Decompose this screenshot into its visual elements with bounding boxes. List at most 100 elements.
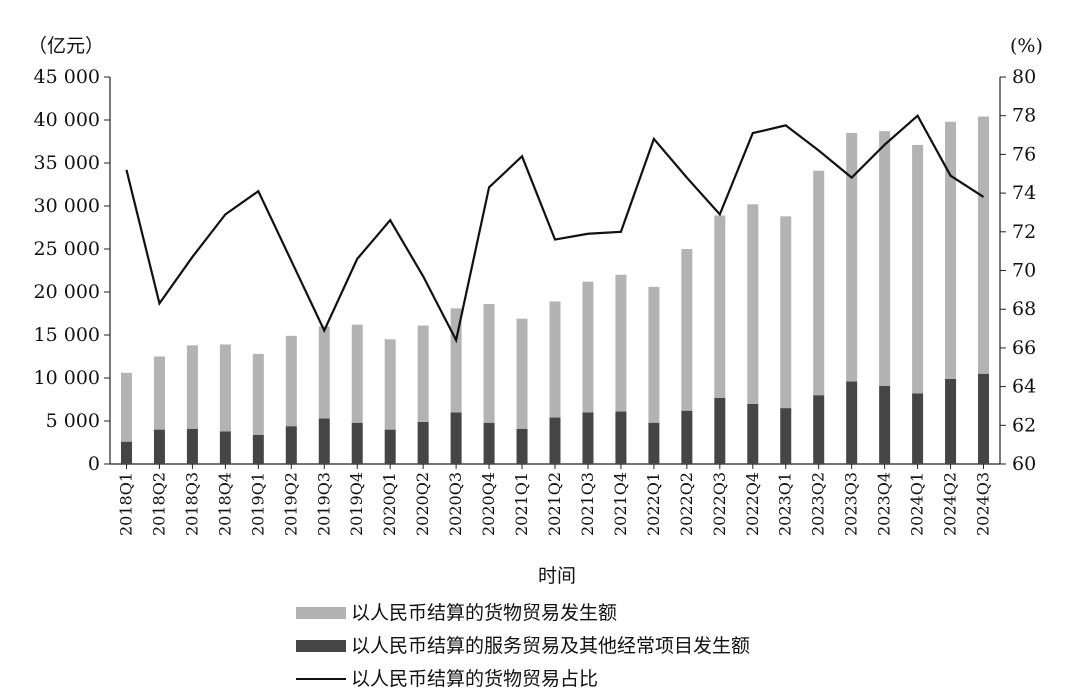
y-left-tick-label: 10 000 [34, 367, 100, 389]
bar-services [120, 441, 132, 464]
x-tick-label: 2023Q1 [776, 472, 795, 536]
bar-goods [714, 215, 726, 398]
bar-goods [648, 286, 660, 423]
y-right-tick-label: 66 [1012, 337, 1036, 359]
x-tick-label: 2020Q2 [413, 472, 432, 536]
x-tick-label: 2018Q3 [182, 472, 201, 536]
y-right-tick-label: 60 [1012, 453, 1036, 475]
bar-services [285, 426, 297, 464]
x-tick-label: 2021Q3 [578, 472, 597, 536]
legend-swatch-goods [296, 606, 346, 619]
legend-swatch-services [296, 639, 346, 652]
x-tick-label: 2022Q2 [677, 472, 696, 536]
y-right-tick-label: 70 [1012, 260, 1036, 282]
bar-goods [813, 170, 825, 396]
bar-services [516, 428, 528, 464]
bar-services [813, 395, 825, 464]
y-right-tick-label: 64 [1012, 376, 1036, 398]
legend-label-services: 以人民币结算的服务贸易及其他经常项目发生额 [351, 634, 751, 657]
x-tick-label: 2019Q3 [314, 472, 333, 536]
legend-item-ratio: 以人民币结算的货物贸易占比 [296, 662, 750, 695]
bar-goods [978, 116, 990, 374]
bar-goods [120, 372, 132, 442]
bar-goods [912, 144, 924, 394]
x-tick-label: 2019Q4 [347, 472, 366, 536]
bar-services [714, 397, 726, 464]
y-right-unit-label: (%) [1010, 35, 1043, 57]
y-left-tick-label: 25 000 [34, 238, 100, 260]
bar-goods [219, 344, 231, 432]
x-tick-label: 2019Q2 [281, 472, 300, 536]
y-right-tick-label: 72 [1012, 221, 1036, 243]
legend: 以人民币结算的货物贸易发生额 以人民币结算的服务贸易及其他经常项目发生额 以人民… [296, 596, 750, 695]
y-right-tick-label: 74 [1012, 182, 1036, 204]
x-tick-label: 2024Q3 [974, 472, 993, 536]
x-tick-label: 2018Q4 [215, 472, 234, 536]
bar-services [483, 422, 495, 464]
bar-goods [450, 308, 462, 413]
bar-services [384, 429, 396, 464]
x-tick-label: 2018Q1 [116, 472, 135, 536]
bar-goods [780, 216, 792, 409]
y-left-unit-label: （亿元） [28, 35, 104, 57]
bar-goods [186, 345, 198, 429]
bar-goods [747, 204, 759, 404]
bar-goods [153, 356, 165, 430]
y-right-tick-label: 76 [1012, 143, 1036, 165]
bar-goods [879, 131, 891, 386]
y-left-tick-label: 45 000 [34, 66, 100, 88]
x-tick-label: 2020Q4 [479, 472, 498, 536]
y-left-tick-label: 30 000 [34, 195, 100, 217]
legend-label-ratio: 以人民币结算的货物贸易占比 [351, 667, 599, 690]
bar-goods [252, 353, 264, 435]
x-tick-label: 2021Q2 [545, 472, 564, 536]
bar-services [747, 403, 759, 464]
x-tick-label: 2022Q1 [644, 472, 663, 536]
y-right-tick-label: 62 [1012, 414, 1036, 436]
bar-services [450, 412, 462, 464]
x-tick-label: 2018Q2 [149, 472, 168, 536]
bar-services [615, 411, 627, 464]
bar-goods [846, 132, 858, 382]
bar-services [582, 412, 594, 464]
legend-item-goods: 以人民币结算的货物贸易发生额 [296, 596, 750, 629]
y-right-tick-label: 80 [1012, 66, 1036, 88]
y-left-tick-label: 15 000 [34, 324, 100, 346]
y-left-tick-label: 0 [88, 453, 100, 475]
x-tick-label: 2019Q1 [248, 472, 267, 536]
bar-services [780, 408, 792, 464]
bar-goods [945, 121, 957, 379]
bar-services [252, 434, 264, 464]
bar-services [186, 428, 198, 464]
y-left-tick-label: 35 000 [34, 152, 100, 174]
bar-services [978, 373, 990, 464]
bar-services [549, 417, 561, 464]
bar-goods [285, 335, 297, 427]
x-tick-label: 2022Q3 [710, 472, 729, 536]
legend-label-goods: 以人民币结算的货物贸易发生额 [351, 601, 618, 624]
x-tick-label: 2021Q4 [611, 472, 630, 536]
x-tick-label: 2020Q1 [380, 472, 399, 536]
bar-goods [516, 318, 528, 429]
bar-services [351, 422, 363, 464]
bar-goods [615, 274, 627, 412]
bar-goods [483, 304, 495, 423]
legend-swatch-ratio [296, 677, 346, 680]
y-left-tick-label: 5 000 [46, 410, 100, 432]
bar-services [219, 431, 231, 464]
x-tick-label: 2023Q4 [875, 472, 894, 536]
bar-goods [417, 325, 429, 422]
ratio-line [125, 113, 985, 344]
bar-goods [318, 326, 330, 419]
y-right-tick-label: 78 [1012, 105, 1036, 127]
x-tick-label: 2024Q2 [941, 472, 960, 536]
x-tick-label: 2023Q3 [842, 472, 861, 536]
x-tick-label: 2022Q4 [743, 472, 762, 536]
bar-goods [384, 339, 396, 430]
x-tick-label: 2024Q1 [908, 472, 927, 536]
x-axis-title: 时间 [538, 565, 576, 587]
x-tick-label: 2020Q3 [446, 472, 465, 536]
legend-item-services: 以人民币结算的服务贸易及其他经常项目发生额 [296, 629, 750, 662]
x-tick-label: 2021Q1 [512, 472, 531, 536]
chart: （亿元） (%) 0 5 000 10 000 15 000 20 000 25 000 3… [28, 35, 1043, 587]
